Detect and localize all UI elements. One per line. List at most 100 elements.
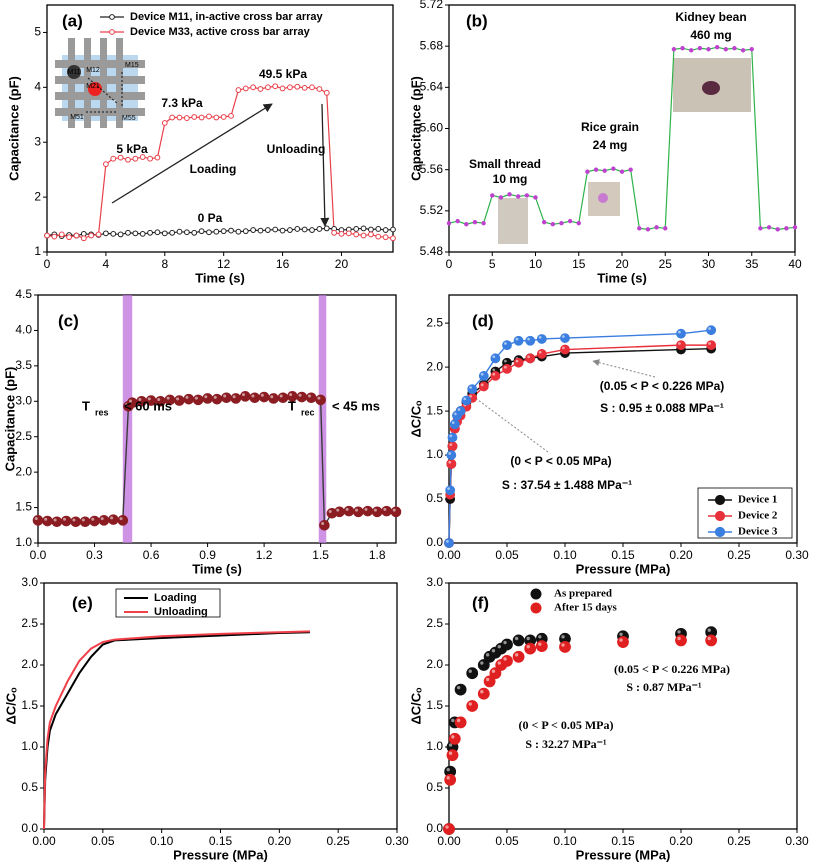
point-highlight	[491, 649, 496, 653]
data-point	[319, 519, 330, 531]
data-point	[309, 227, 315, 233]
data-point	[390, 226, 396, 233]
data-point	[110, 230, 117, 237]
data-point	[309, 84, 315, 91]
data-point	[602, 168, 607, 173]
panel-label: (b)	[466, 11, 488, 30]
x-tick-label: 25	[659, 257, 673, 271]
annotation: M12	[86, 67, 100, 74]
annotation: < 45 ms	[332, 398, 380, 413]
data-point	[585, 169, 590, 174]
data-point	[277, 392, 289, 404]
x-tick-label: 0.15	[611, 834, 635, 848]
data-point	[323, 225, 330, 232]
data-point	[680, 46, 685, 51]
annotation: 49.5 kPa	[259, 67, 307, 81]
data-point	[80, 235, 87, 242]
data-point	[257, 86, 264, 92]
data-point	[617, 636, 629, 648]
data-point	[525, 335, 536, 346]
data-point	[706, 325, 717, 336]
point-highlight	[562, 346, 565, 350]
data-point	[110, 155, 117, 162]
x-axis-title: Time (s)	[597, 270, 647, 285]
legend-label: After 15 days	[554, 602, 617, 614]
y-tick-label: 5.68	[420, 38, 444, 52]
point-highlight	[446, 767, 450, 772]
legend-marker	[714, 494, 726, 506]
data-point	[221, 392, 232, 404]
y-tick-label: 5.72	[420, 0, 444, 11]
data-point	[79, 516, 91, 528]
series-line	[43, 631, 310, 830]
data-point	[559, 220, 564, 226]
y-axis-title: ΔC/Cₒ	[3, 687, 18, 725]
data-point	[502, 363, 512, 374]
data-point	[525, 353, 536, 364]
point-highlight	[527, 355, 530, 359]
data-point	[375, 233, 382, 240]
data-point	[117, 231, 124, 238]
loading-arrow	[111, 103, 273, 204]
point-highlight	[526, 636, 530, 641]
data-point	[296, 391, 308, 403]
y-tick-label: 2.0	[21, 657, 38, 671]
point-highlight	[213, 395, 217, 399]
point-highlight	[504, 365, 507, 369]
point-highlight	[497, 644, 501, 649]
data-point	[272, 226, 279, 233]
x-tick-label: 0.3	[86, 548, 103, 562]
point-highlight	[448, 452, 452, 455]
x-axis-title: Time (s)	[192, 561, 242, 576]
data-point	[147, 155, 153, 162]
x-tick-label: 1.5	[312, 548, 329, 562]
y-tick-label: 2.0	[15, 464, 32, 478]
data-point	[272, 83, 279, 90]
legend-marker	[714, 510, 726, 522]
point-highlight	[138, 398, 142, 402]
data-point	[139, 154, 146, 160]
y-tick-label: 0.5	[426, 780, 443, 794]
point-highlight	[81, 518, 85, 522]
point-highlight	[480, 372, 484, 376]
plot-frame	[46, 4, 394, 253]
data-point	[447, 432, 458, 443]
annotation: S : 32.27 MPa⁻¹	[525, 737, 607, 751]
data-point	[44, 232, 50, 239]
y-tick-label: 3.5	[15, 358, 32, 372]
point-highlight	[491, 669, 496, 673]
data-point	[723, 47, 728, 52]
x-tick-label: 1.8	[369, 548, 386, 562]
data-point	[230, 393, 242, 404]
point-highlight	[514, 653, 519, 657]
annotation: 10 mg	[493, 172, 528, 186]
data-point	[301, 84, 308, 91]
x-tick-label: 0.30	[385, 834, 409, 848]
point-highlight	[34, 517, 38, 521]
data-point	[51, 516, 63, 528]
data-point	[535, 640, 548, 653]
point-highlight	[447, 487, 450, 491]
annotation: 460 mg	[690, 28, 731, 42]
data-point	[654, 225, 659, 230]
data-point	[239, 391, 251, 402]
data-point	[202, 393, 213, 404]
data-point	[792, 225, 798, 230]
data-point	[466, 700, 479, 712]
data-point	[353, 231, 360, 238]
annotation: (0 < P < 0.05 MPa)	[519, 718, 614, 732]
y-tick-label: 2	[34, 189, 41, 203]
panel-label: (d)	[472, 311, 494, 330]
point-highlight	[708, 327, 711, 330]
data-point	[740, 48, 746, 53]
point-highlight	[538, 335, 542, 339]
annotation: T	[288, 398, 296, 413]
series-line	[43, 630, 310, 830]
data-point	[448, 732, 461, 745]
point-highlight	[392, 508, 396, 512]
legend-label: Device 3	[738, 526, 778, 538]
data-point	[619, 169, 625, 174]
x-tick-label: 0.10	[553, 548, 577, 562]
data-point	[198, 228, 205, 235]
photo-rice-object	[598, 193, 608, 203]
